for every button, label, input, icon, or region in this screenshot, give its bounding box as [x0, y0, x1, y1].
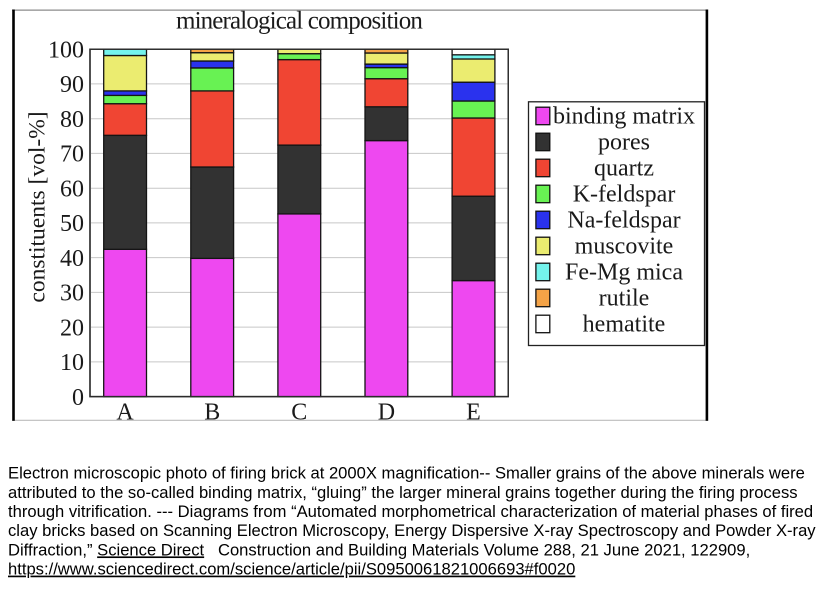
svg-text:Fe-Mg mica: Fe-Mg mica	[565, 260, 683, 286]
svg-text:Diffraction,” Science Direct: Diffraction,” Science Direct Constructio…	[8, 540, 750, 559]
svg-text:constituents [vol-%]: constituents [vol-%]	[25, 111, 51, 302]
svg-text:60: 60	[60, 176, 84, 202]
svg-text:Electron microscopic photo of: Electron microscopic photo of firing bri…	[8, 464, 805, 483]
svg-text:90: 90	[60, 72, 84, 98]
svg-text:B: B	[204, 400, 220, 426]
svg-text:70: 70	[60, 142, 84, 168]
svg-text:through vitrification. --- Dia: through vitrification. --- Diagrams from…	[8, 502, 813, 521]
svg-text:0: 0	[72, 385, 84, 411]
svg-text:Na-feldspar: Na-feldspar	[567, 208, 680, 234]
svg-text:E: E	[466, 400, 481, 426]
svg-text:attributed to the so-called bi: attributed to the so-called binding matr…	[8, 483, 798, 502]
svg-text:mineralogical composition: mineralogical composition	[176, 7, 423, 34]
svg-text:K-feldspar: K-feldspar	[573, 182, 676, 208]
svg-text:D: D	[378, 400, 395, 426]
svg-text:80: 80	[60, 107, 84, 133]
svg-text:A: A	[116, 400, 134, 426]
svg-text:40: 40	[60, 246, 84, 272]
svg-text:clay bricks based on Scanning: clay bricks based on Scanning Electron M…	[8, 521, 816, 540]
svg-text:C: C	[291, 400, 307, 426]
svg-text:muscovite: muscovite	[575, 234, 674, 260]
svg-text:pores: pores	[598, 130, 650, 156]
svg-text:30: 30	[60, 281, 84, 307]
svg-text:hematite: hematite	[583, 312, 666, 338]
svg-text:quartz: quartz	[594, 156, 654, 182]
svg-text:binding matrix: binding matrix	[553, 104, 695, 130]
svg-text:rutile: rutile	[599, 286, 650, 312]
svg-text:100: 100	[48, 37, 84, 63]
svg-text:10: 10	[60, 350, 84, 376]
svg-text:50: 50	[60, 211, 84, 237]
svg-text:https://www.sciencedirect.com/: https://www.sciencedirect.com/science/ar…	[8, 560, 575, 579]
svg-text:20: 20	[60, 315, 84, 341]
